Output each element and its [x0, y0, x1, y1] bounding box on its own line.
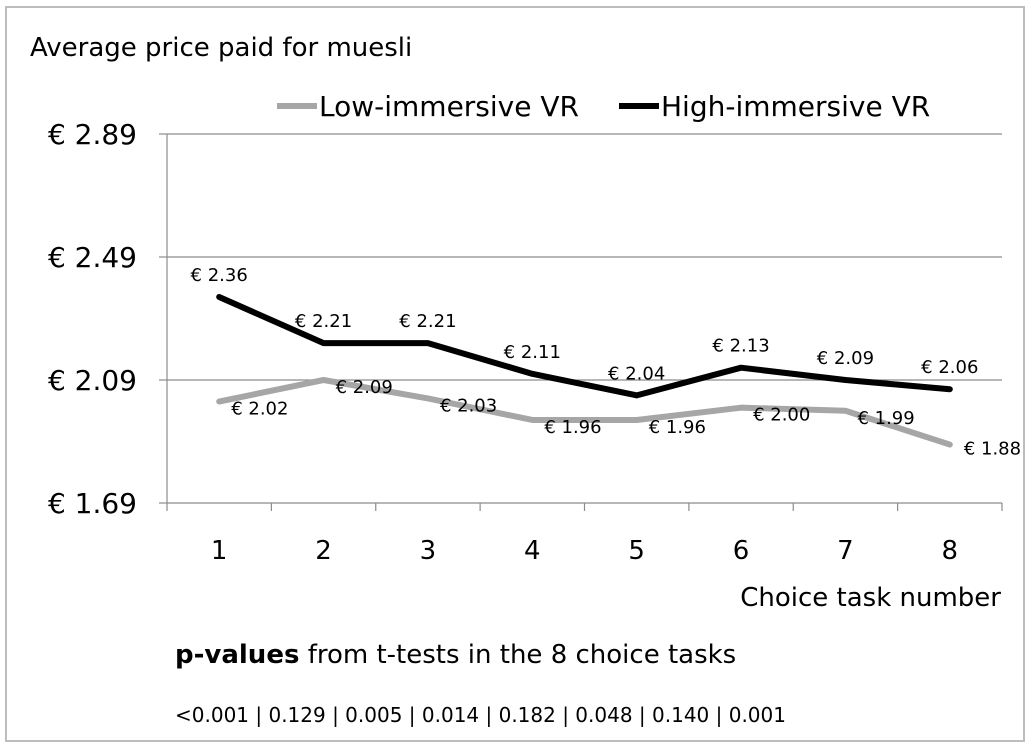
x-tick-label: 3 [420, 536, 437, 566]
y-tick-labels: € 1.69 € 2.09 € 2.49 € 2.89 [48, 118, 137, 520]
y-tick-label: € 2.89 [48, 118, 137, 151]
pvalues-row: <0.001 | 0.129 | 0.005 | 0.014 | 0.182 |… [175, 703, 786, 727]
x-tick-label: 5 [628, 536, 645, 566]
gridlines [167, 133, 1002, 381]
data-label-low: € 2.09 [336, 377, 393, 398]
x-tick-label: 6 [733, 536, 750, 566]
pvalues-title-bold: p-values [175, 640, 300, 670]
line-chart: Average price paid for muesli € 1.69 € 2.… [30, 33, 1022, 608]
data-label-high: € 2.13 [712, 336, 769, 357]
series-lines [216, 293, 953, 448]
data-label-high: € 2.21 [399, 311, 456, 332]
data-label-high: € 2.04 [608, 363, 665, 384]
data-label-high: € 2.21 [295, 311, 352, 332]
legend: Low-immersive VR High-immersive VR [277, 90, 930, 123]
data-label-high: € 2.06 [921, 357, 978, 378]
data-label-low: € 1.99 [857, 408, 914, 429]
series-line-low-immersive [216, 377, 953, 448]
data-label-high: € 2.09 [817, 348, 874, 369]
legend-label: High-immersive VR [661, 90, 930, 123]
x-tick-label: 2 [315, 536, 332, 566]
pvalues-title: p-values from t-tests in the 8 choice ta… [175, 640, 736, 670]
data-label-low: € 2.02 [231, 399, 288, 420]
series-line-high-immersive [216, 293, 953, 399]
data-label-high: € 2.11 [504, 342, 561, 363]
data-label-high: € 2.36 [191, 265, 248, 286]
x-tick-label: 4 [524, 536, 541, 566]
data-labels: € 2.02 € 2.09 € 2.03 € 1.96 € 1.96 € 2.00 € 1.… [191, 265, 1022, 460]
data-label-low: € 1.96 [649, 417, 706, 438]
x-tick-label: 7 [837, 536, 854, 566]
y-tick-label: € 1.69 [48, 487, 137, 520]
x-tick-labels: 1 2 3 4 5 6 7 8 [211, 536, 958, 566]
legend-label: Low-immersive VR [319, 90, 579, 123]
x-tick-label: 8 [942, 536, 959, 566]
x-axis-label: Choice task number [740, 583, 1001, 608]
data-label-low: € 2.03 [440, 395, 497, 416]
chart-title: Average price paid for muesli [30, 33, 412, 63]
data-label-low: € 2.00 [753, 405, 810, 426]
x-tick-label: 1 [211, 536, 228, 566]
figure-frame: Average price paid for muesli € 1.69 € 2.… [5, 6, 1025, 742]
y-tick-label: € 2.49 [48, 241, 137, 274]
pvalues-title-rest: from t-tests in the 8 choice tasks [299, 640, 737, 670]
axes [159, 133, 1003, 511]
data-label-low: € 1.96 [544, 417, 601, 438]
data-label-low: € 1.88 [964, 439, 1021, 460]
y-tick-label: € 2.09 [48, 364, 137, 397]
